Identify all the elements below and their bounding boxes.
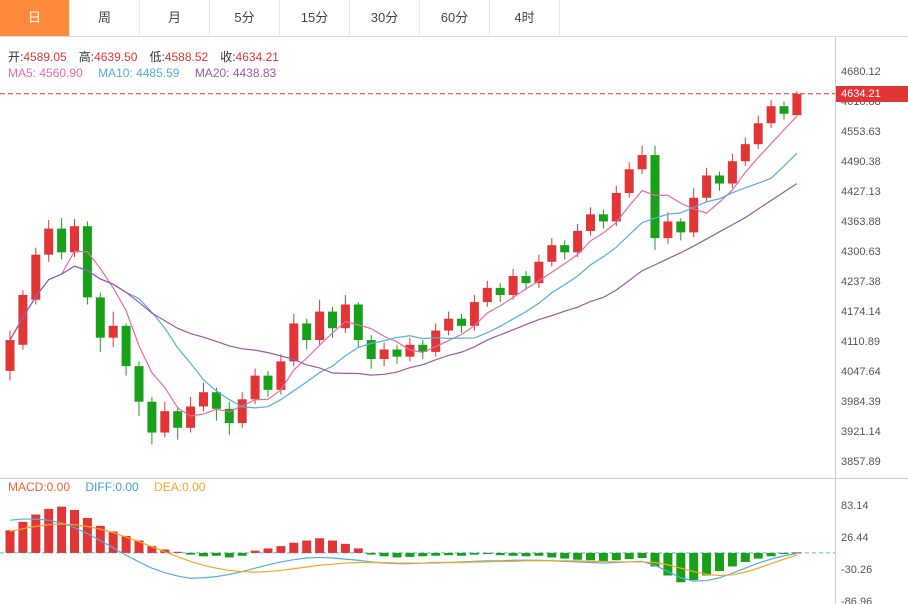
ma5-value: MA5: 4560.90 xyxy=(8,66,83,80)
dea-value: DEA:0.00 xyxy=(154,480,206,494)
candlestick-chart[interactable] xyxy=(0,37,835,478)
low-value: 4588.52 xyxy=(164,50,209,64)
price-axis-label: 4553.63 xyxy=(841,125,881,138)
panel-divider xyxy=(0,478,908,479)
macd-axis-label: 83.14 xyxy=(841,500,869,512)
tab-30min[interactable]: 30分 xyxy=(350,0,420,36)
tab-day[interactable]: 日 xyxy=(0,0,70,36)
ma20-value: MA20: 4438.83 xyxy=(194,66,277,80)
ma10-value: MA10: 4485.59 xyxy=(98,66,180,80)
close-label: 收: xyxy=(220,50,236,64)
macd-chart[interactable] xyxy=(0,483,835,604)
ohlc-readout: 开:4589.05 高:4639.50 低:4588.52 收:4634.21 xyxy=(8,48,291,65)
price-axis-label: 4237.38 xyxy=(841,276,881,288)
low-label: 低: xyxy=(149,50,165,64)
open-label: 开: xyxy=(8,50,24,64)
high-value: 4639.50 xyxy=(94,50,138,64)
price-axis-label: 3984.39 xyxy=(841,395,881,408)
price-axis-label: 4047.64 xyxy=(841,365,881,378)
tab-15min[interactable]: 15分 xyxy=(280,0,350,36)
price-axis-label: 4300.63 xyxy=(841,245,881,258)
price-axis-label: 4363.88 xyxy=(841,215,881,228)
price-axis-label: 4427.13 xyxy=(841,185,881,198)
interval-tabbar: 日 周 月 5分 15分 30分 60分 4时 xyxy=(0,0,908,37)
ma-readout: MA5: 4560.90 MA10: 4485.59 MA20: 4438.83 xyxy=(8,66,288,80)
macd-axis-label: 26.44 xyxy=(841,532,869,544)
macd-readout: MACD:0.00 DIFF:0.00 DEA:0.00 xyxy=(8,480,217,494)
price-axis-label: 4490.38 xyxy=(841,155,881,168)
open-value: 4589.05 xyxy=(23,50,67,64)
current-price-badge: 4634.21 xyxy=(836,85,908,102)
price-axis-label: 4680.12 xyxy=(841,66,881,78)
axis-divider xyxy=(835,37,836,604)
diff-value: DIFF:0.00 xyxy=(85,480,139,494)
tab-4hour[interactable]: 4时 xyxy=(490,0,560,36)
macd-value: MACD:0.00 xyxy=(8,480,71,494)
tab-week[interactable]: 周 xyxy=(70,0,140,36)
high-label: 高: xyxy=(78,50,95,64)
price-axis-label: 4110.89 xyxy=(841,335,880,348)
macd-axis-label: -30.26 xyxy=(841,564,873,576)
tab-60min[interactable]: 60分 xyxy=(420,0,490,36)
close-value: 4634.21 xyxy=(235,50,279,64)
price-axis-label: 3857.89 xyxy=(841,456,881,468)
macd-axis-label: -86.96 xyxy=(841,596,873,604)
tab-5min[interactable]: 5分 xyxy=(210,0,280,36)
tab-month[interactable]: 月 xyxy=(140,0,210,36)
price-axis-label: 4174.14 xyxy=(841,305,881,318)
price-axis-label: 3921.14 xyxy=(841,425,881,438)
